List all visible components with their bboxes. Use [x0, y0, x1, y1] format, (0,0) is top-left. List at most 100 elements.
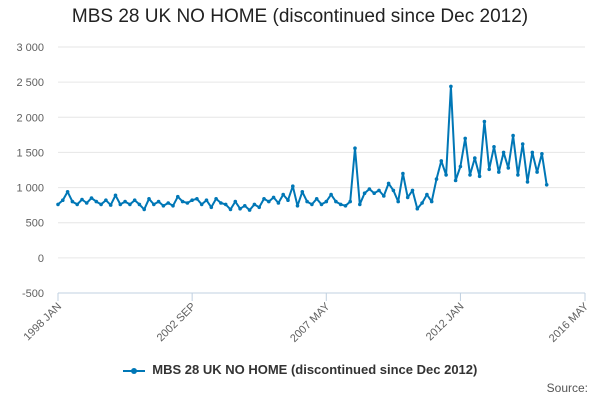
data-point[interactable]: [171, 204, 175, 208]
data-point[interactable]: [65, 190, 70, 194]
data-point[interactable]: [520, 142, 525, 146]
data-point[interactable]: [468, 173, 472, 177]
data-point[interactable]: [458, 164, 463, 169]
data-point[interactable]: [113, 193, 118, 198]
data-point[interactable]: [190, 198, 194, 202]
data-point[interactable]: [247, 208, 252, 212]
data-point[interactable]: [185, 201, 190, 205]
data-point[interactable]: [199, 202, 204, 207]
data-point[interactable]: [291, 184, 295, 188]
data-point[interactable]: [516, 173, 520, 177]
data-point[interactable]: [204, 198, 209, 202]
data-point[interactable]: [99, 202, 103, 207]
data-point[interactable]: [338, 202, 343, 207]
data-point[interactable]: [70, 199, 75, 204]
data-point[interactable]: [80, 197, 84, 202]
data-point[interactable]: [238, 206, 242, 211]
data-point[interactable]: [506, 166, 511, 170]
data-point[interactable]: [94, 199, 99, 204]
data-point[interactable]: [367, 187, 372, 191]
data-point[interactable]: [281, 192, 286, 197]
data-point[interactable]: [429, 199, 434, 204]
data-point[interactable]: [501, 150, 506, 155]
data-point[interactable]: [233, 199, 238, 204]
data-point[interactable]: [128, 202, 132, 207]
data-point[interactable]: [420, 201, 424, 205]
data-point[interactable]: [132, 198, 137, 202]
data-point[interactable]: [444, 173, 448, 177]
data-point[interactable]: [439, 159, 444, 163]
data-point[interactable]: [525, 180, 530, 184]
data-point[interactable]: [362, 191, 367, 195]
data-point[interactable]: [152, 202, 156, 207]
data-point[interactable]: [405, 195, 410, 200]
data-point[interactable]: [223, 202, 228, 207]
data-point[interactable]: [156, 199, 161, 204]
data-point[interactable]: [214, 197, 218, 201]
data-point[interactable]: [319, 202, 324, 207]
data-point[interactable]: [410, 188, 415, 193]
data-point[interactable]: [271, 195, 276, 200]
data-point[interactable]: [262, 197, 266, 201]
data-point[interactable]: [243, 204, 247, 208]
data-point[interactable]: [511, 133, 515, 138]
data-point[interactable]: [142, 207, 146, 212]
data-point[interactable]: [161, 204, 166, 208]
data-point[interactable]: [137, 202, 142, 207]
data-point[interactable]: [382, 194, 386, 198]
data-point[interactable]: [176, 194, 180, 199]
data-point[interactable]: [487, 167, 492, 172]
data-point[interactable]: [300, 190, 305, 194]
data-point[interactable]: [61, 198, 65, 202]
data-point[interactable]: [497, 170, 501, 174]
data-point[interactable]: [453, 178, 458, 183]
data-point[interactable]: [310, 202, 314, 207]
data-point[interactable]: [209, 205, 214, 210]
data-point[interactable]: [89, 196, 94, 200]
data-point[interactable]: [166, 201, 170, 205]
data-point[interactable]: [257, 205, 262, 210]
data-point[interactable]: [386, 181, 391, 186]
data-point[interactable]: [84, 201, 89, 205]
data-point[interactable]: [540, 152, 544, 156]
data-point[interactable]: [391, 188, 396, 193]
data-point[interactable]: [530, 150, 535, 155]
data-point[interactable]: [396, 199, 401, 204]
data-point[interactable]: [295, 204, 300, 208]
data-point[interactable]: [147, 197, 151, 201]
data-point[interactable]: [449, 84, 453, 89]
data-point[interactable]: [463, 136, 468, 141]
legend[interactable]: MBS 28 UK NO HOME (discontinued since De…: [0, 362, 600, 377]
data-point[interactable]: [334, 199, 338, 204]
data-point[interactable]: [544, 183, 549, 187]
data-point[interactable]: [267, 199, 271, 204]
data-point[interactable]: [401, 171, 405, 176]
data-point[interactable]: [118, 202, 123, 207]
data-point[interactable]: [425, 192, 429, 197]
data-point[interactable]: [314, 197, 319, 201]
data-point[interactable]: [482, 119, 487, 124]
data-point[interactable]: [252, 202, 257, 207]
data-point[interactable]: [228, 207, 233, 212]
data-point[interactable]: [104, 198, 108, 202]
data-point[interactable]: [324, 199, 329, 204]
data-point[interactable]: [415, 206, 420, 211]
data-point[interactable]: [123, 199, 127, 204]
data-point[interactable]: [286, 198, 290, 202]
data-point[interactable]: [535, 170, 539, 174]
data-point[interactable]: [353, 146, 357, 150]
data-point[interactable]: [473, 156, 477, 160]
data-point[interactable]: [108, 203, 113, 207]
data-point[interactable]: [377, 188, 381, 193]
data-point[interactable]: [434, 177, 439, 181]
data-point[interactable]: [276, 201, 281, 205]
data-point[interactable]: [343, 204, 348, 208]
data-point[interactable]: [180, 199, 185, 204]
data-point[interactable]: [358, 202, 362, 207]
data-point[interactable]: [75, 202, 79, 207]
data-point[interactable]: [477, 174, 482, 179]
data-point[interactable]: [492, 145, 496, 149]
data-point[interactable]: [329, 192, 333, 197]
data-point[interactable]: [219, 201, 223, 205]
data-point[interactable]: [305, 199, 309, 204]
